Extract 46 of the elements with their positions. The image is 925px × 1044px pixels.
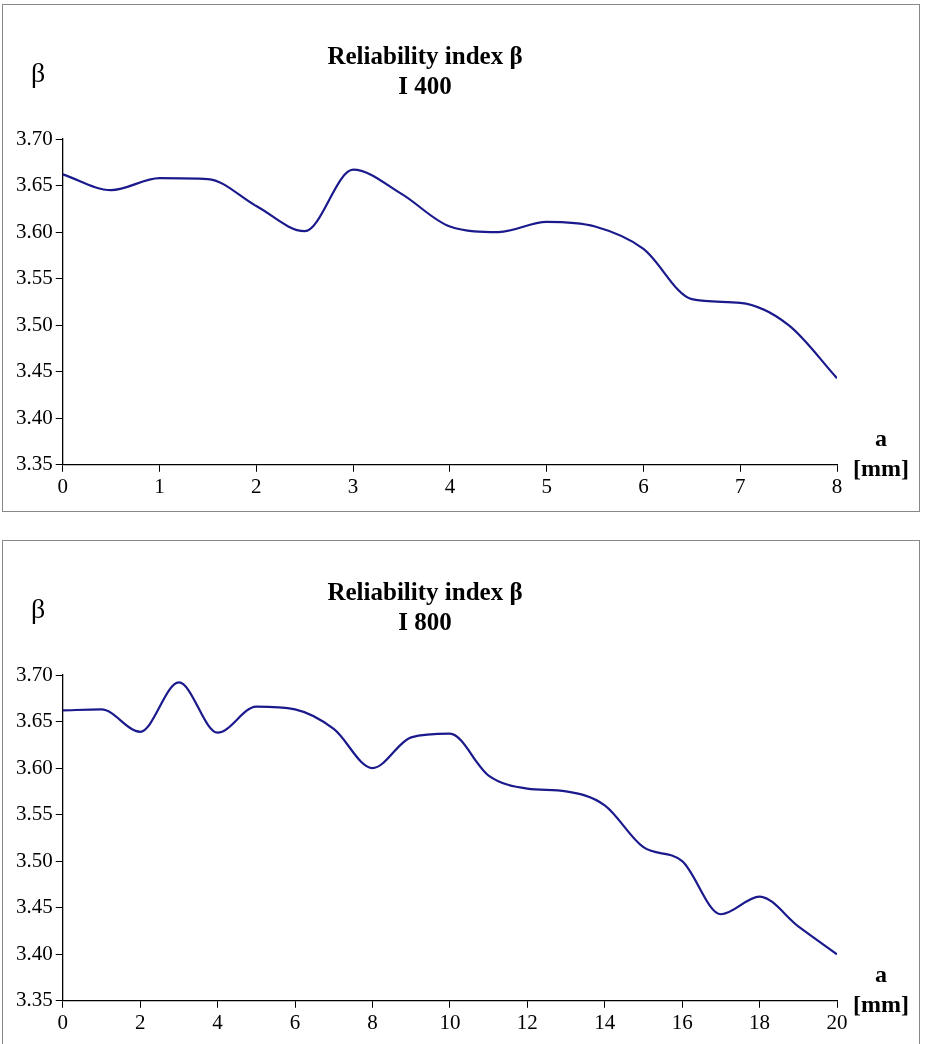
chart-title: Reliability index β [327, 42, 523, 70]
x-tick-label: 2 [134, 1009, 146, 1034]
y-tick-label: 3.65 [16, 172, 53, 197]
x-axis-title: a [mm] [852, 424, 910, 483]
y-tick-label: 3.35 [16, 451, 53, 476]
y-tick-label: 3.45 [16, 894, 53, 919]
y-tick-label: 3.70 [16, 661, 53, 686]
x-tick-label: 3 [347, 473, 359, 498]
y-tick-label: 3.40 [16, 940, 53, 965]
line-series [62, 681, 837, 956]
x-tick-label: 18 [749, 1009, 771, 1034]
y-tick-label: 3.55 [16, 801, 53, 826]
x-tick-label: 0 [57, 1009, 68, 1034]
x-tick-label: 8 [367, 1009, 378, 1034]
chart-subtitle: I 800 [398, 608, 452, 636]
y-axis-title: β [31, 57, 46, 89]
x-tick-label: 20 [826, 1009, 848, 1034]
y-tick-label: 3.60 [16, 754, 53, 779]
line-series [62, 168, 837, 380]
y-tick-label: 3.50 [16, 311, 53, 336]
x-tick-label: 16 [671, 1009, 693, 1034]
y-tick-label: 3.65 [16, 708, 53, 733]
y-tick-label: 3.35 [16, 987, 53, 1012]
x-tick-label: 10 [439, 1009, 461, 1034]
x-tick-label: 0 [57, 473, 68, 498]
y-tick-label: 3.50 [16, 847, 53, 872]
x-axis-title: a [mm] [853, 961, 909, 1017]
y-tick-label: 3.55 [16, 265, 53, 290]
x-tick-label: 4 [212, 1009, 224, 1034]
x-tick-label: 6 [289, 1009, 301, 1034]
y-tick-label: 3.40 [16, 404, 53, 429]
x-tick-label: 5 [541, 473, 552, 498]
chart-subtitle: I 400 [398, 72, 452, 100]
x-tick-label: 12 [516, 1009, 538, 1034]
x-tick-label: 14 [594, 1009, 616, 1034]
x-tick-label: 1 [154, 473, 165, 498]
x-tick-label: 2 [251, 473, 262, 498]
x-tick-label: 7 [734, 473, 746, 498]
y-tick-label: 3.60 [16, 218, 53, 243]
y-tick-label: 3.70 [16, 125, 53, 150]
y-axis-title: β [31, 593, 46, 625]
x-tick-label: 4 [444, 473, 456, 498]
x-tick-label: 6 [638, 473, 649, 498]
x-tick-label: 8 [831, 473, 843, 498]
y-tick-label: 3.45 [16, 358, 53, 383]
chart-title: Reliability index β [327, 578, 523, 606]
